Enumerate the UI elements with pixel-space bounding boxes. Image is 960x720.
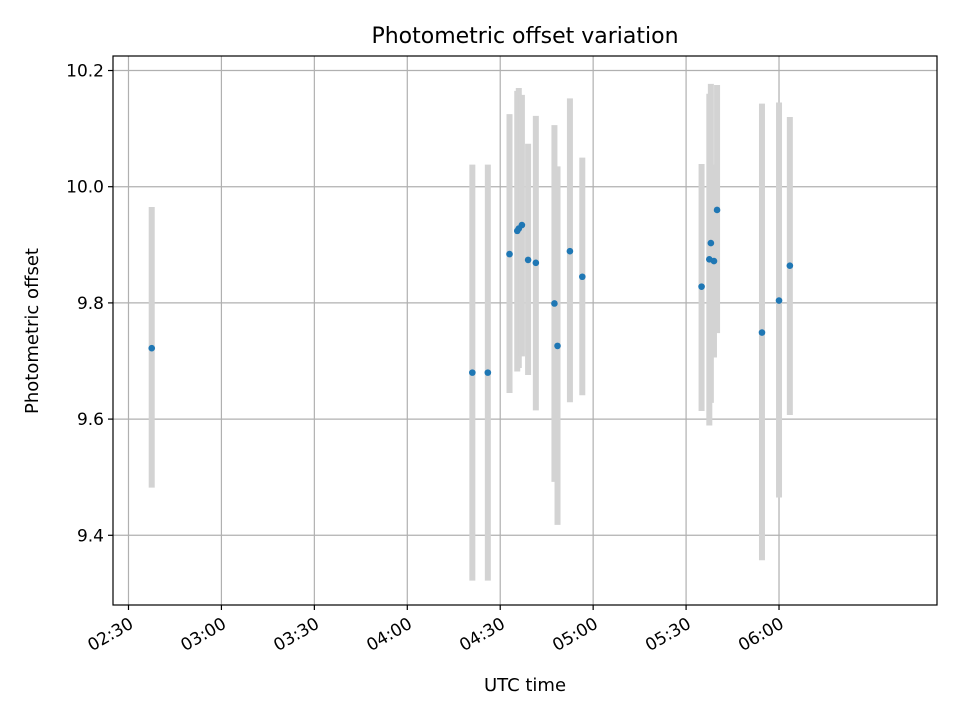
data-point	[518, 221, 526, 229]
data-point	[524, 256, 532, 264]
data-point	[566, 247, 574, 255]
data-point	[469, 369, 476, 376]
x-tick-label: 02:30	[85, 614, 137, 656]
x-tick-label: 06:00	[735, 614, 787, 656]
x-tick-label: 04:30	[456, 614, 508, 656]
data-point	[707, 239, 715, 247]
y-axis-label: Photometric offset	[22, 248, 43, 414]
data-point	[713, 206, 721, 214]
y-tick-label: 9.6	[77, 410, 104, 430]
data-point	[148, 344, 156, 352]
x-axis-label: UTC time	[484, 675, 566, 696]
plot-frame	[112, 55, 938, 606]
x-tick-label: 04:00	[363, 614, 415, 656]
data-point	[554, 342, 561, 350]
y-tick-label: 9.8	[77, 294, 104, 314]
x-tick-label: 03:00	[177, 614, 229, 656]
data-point	[698, 283, 705, 290]
x-tick-label: 05:30	[642, 614, 694, 656]
y-axis-ticks: 9.4 9.6 9.8 10.0 10.2	[66, 62, 113, 546]
grid	[113, 56, 937, 605]
chart-title: Photometric offset variation	[371, 24, 678, 49]
data-point	[775, 297, 783, 304]
data-point	[710, 257, 718, 265]
data-points	[148, 206, 794, 376]
x-tick-label: 05:00	[549, 614, 601, 656]
x-axis-ticks: 02:30 03:00 03:30 04:00 04:30 05:00 05:30 06:00	[85, 605, 788, 656]
data-point	[786, 262, 794, 270]
y-tick-label: 10.0	[66, 178, 104, 198]
data-point	[484, 369, 492, 376]
error-bars	[148, 83, 793, 581]
data-point	[579, 273, 586, 281]
data-point	[506, 250, 513, 258]
data-point	[551, 300, 558, 307]
data-point	[758, 329, 766, 336]
data-point	[532, 259, 540, 267]
y-tick-label: 9.4	[77, 526, 104, 546]
y-tick-label: 10.2	[66, 62, 104, 82]
x-tick-label: 03:30	[270, 614, 322, 656]
